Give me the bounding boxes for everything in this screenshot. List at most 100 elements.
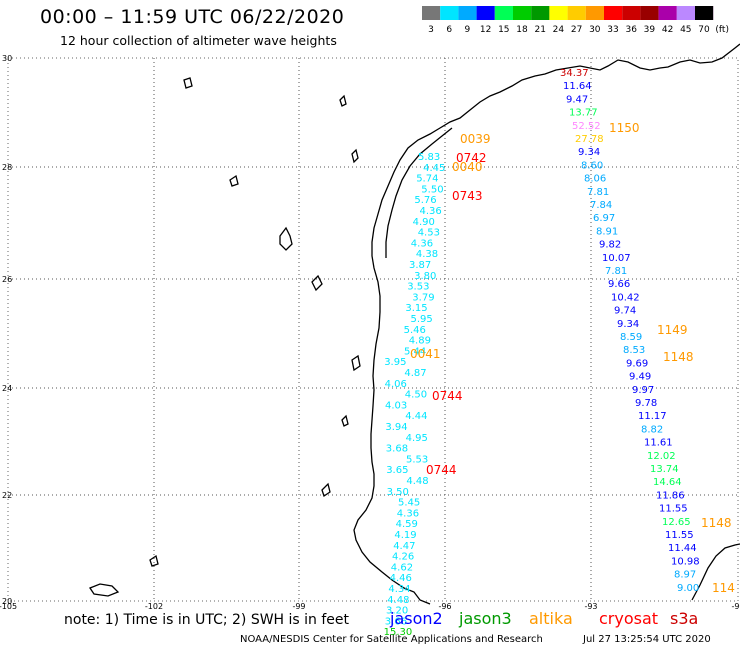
inland-lake-11 <box>341 414 349 427</box>
wave-height-label: 8.53 <box>623 345 645 356</box>
wave-height-label: 5.83 <box>418 152 440 163</box>
wave-height-label: 4.45 <box>423 163 445 174</box>
inland-lake-8 <box>149 554 159 567</box>
wave-height-label: 4.46 <box>390 573 412 584</box>
wave-height-label: 3.80 <box>414 271 436 282</box>
pass-time-label: 0742 <box>456 151 487 165</box>
wave-height-label: 9.47 <box>566 94 588 105</box>
footer-note: note: 1) Time is in UTC; 2) SWH is in fe… <box>64 612 350 628</box>
wave-height-label: 3.66 <box>385 616 407 627</box>
wave-height-label: 4.36 <box>397 508 419 519</box>
legend-label: 24 <box>553 25 565 35</box>
lat-tick-label: 28 <box>2 163 12 172</box>
wave-height-label: 4.44 <box>405 411 427 422</box>
yucatan-coast <box>691 543 740 601</box>
sat-jason3: jason3 <box>459 609 512 628</box>
inland-lake-7 <box>89 583 120 597</box>
wave-height-label: 9.82 <box>599 240 621 251</box>
lat-tick-label: 26 <box>2 275 12 284</box>
legend-swatch <box>604 6 623 20</box>
inland-lake-3 <box>311 274 323 292</box>
wave-height-label: 5.46 <box>404 325 426 336</box>
legend-label: 15 <box>498 25 509 35</box>
wave-height-label: 3.53 <box>407 282 429 293</box>
wave-height-label: 3.87 <box>409 260 431 271</box>
legend-label: 45 <box>680 25 691 35</box>
legend-swatch <box>494 6 513 20</box>
legend-label: 36 <box>625 25 637 35</box>
lon-tick-label: -105 <box>0 602 17 611</box>
pass-time-label: 0041 <box>410 347 441 361</box>
wave-height-label: 11.86 <box>656 490 685 501</box>
inland-lake-6 <box>229 174 239 187</box>
wave-height-label: 8.82 <box>641 424 663 435</box>
wave-height-label: 11.44 <box>668 543 697 554</box>
wave-height-label: 8.97 <box>674 570 696 581</box>
wave-height-label: 52.52 <box>572 121 601 132</box>
wave-height-label: 4.62 <box>391 562 413 573</box>
wave-height-label: 10.07 <box>602 253 631 264</box>
wave-height-label: 4.48 <box>387 595 409 606</box>
wave-height-label: 5.74 <box>416 174 438 185</box>
legend-label: 42 <box>662 25 673 35</box>
legend-swatch <box>658 6 677 20</box>
map-subtitle: 12 hour collection of altimeter wave hei… <box>60 33 337 48</box>
inland-lake-1 <box>279 226 293 251</box>
wave-height-label: 3.79 <box>412 292 434 303</box>
wave-height-label: 4.90 <box>413 217 435 228</box>
legend-label: 21 <box>534 25 545 35</box>
wave-height-label: 4.03 <box>385 400 407 411</box>
inland-lake-2 <box>351 148 359 164</box>
lon-tick-label: -90 <box>731 602 740 611</box>
wave-height-label: 27.78 <box>575 134 604 145</box>
wave-height-label: 4.34 <box>388 584 410 595</box>
credit-line: NOAA/NESDIS Center for Satellite Applica… <box>240 634 543 645</box>
pass-time-label: 0040 <box>452 160 483 174</box>
lat-tick-label: 24 <box>2 384 12 393</box>
legend-swatch <box>458 6 477 20</box>
gulf-coastline <box>353 43 740 605</box>
wave-height-label: 11.64 <box>563 81 592 92</box>
lagoon-line <box>385 127 453 258</box>
wave-height-label: 4.95 <box>406 433 428 444</box>
legend-label: 9 <box>465 25 471 35</box>
lon-tick-label: -102 <box>145 602 163 611</box>
wave-height-label: 3.15 <box>405 303 427 314</box>
wave-height-label: 5.53 <box>406 454 428 465</box>
legend-swatch <box>676 6 695 20</box>
legend-swatch <box>585 6 604 20</box>
wave-height-label: 9.78 <box>635 398 657 409</box>
legend-label: 30 <box>589 25 601 35</box>
wave-height-label: 9.34 <box>578 147 600 158</box>
pass-time-label: 0743 <box>452 189 483 203</box>
lon-tick-label: -96 <box>438 602 451 611</box>
wave-height-label: 4.47 <box>393 541 415 552</box>
wave-height-label: 8.91 <box>596 226 618 237</box>
legend-label: 18 <box>516 25 528 35</box>
inland-lake-4 <box>183 77 193 89</box>
wave-height-label: 3.95 <box>384 357 406 368</box>
pass-time-label: 1148 <box>663 350 694 364</box>
legend-swatch <box>549 6 568 20</box>
wave-height-label: 3.65 <box>386 465 408 476</box>
wave-height-label: 7.81 <box>587 187 609 198</box>
map-title: 00:00 – 11:59 UTC 06/22/2020 <box>40 6 345 28</box>
wave-height-label: 9.49 <box>629 372 651 383</box>
lat-tick-label: 20 <box>2 597 12 606</box>
wave-height-label: 5.44 <box>404 346 426 357</box>
sat-jason2: jason2 <box>390 609 443 628</box>
legend-swatch <box>695 6 714 20</box>
legend-swatch <box>513 6 532 20</box>
wave-height-label: 7.81 <box>605 266 627 277</box>
legend-label: 6 <box>446 25 452 35</box>
wave-height-label: 4.89 <box>409 336 431 347</box>
pass-time-label: 1148 <box>701 516 732 530</box>
wave-height-label: 3.50 <box>387 487 409 498</box>
track-west: 5.834.455.745.505.764.364.904.534.364.38… <box>384 152 446 638</box>
wave-height-label: 3.68 <box>386 444 408 455</box>
wave-height-label: 9.34 <box>617 319 639 330</box>
inland-lake-9 <box>321 482 331 498</box>
map-frame <box>7 57 739 602</box>
legend-swatch <box>422 6 441 20</box>
